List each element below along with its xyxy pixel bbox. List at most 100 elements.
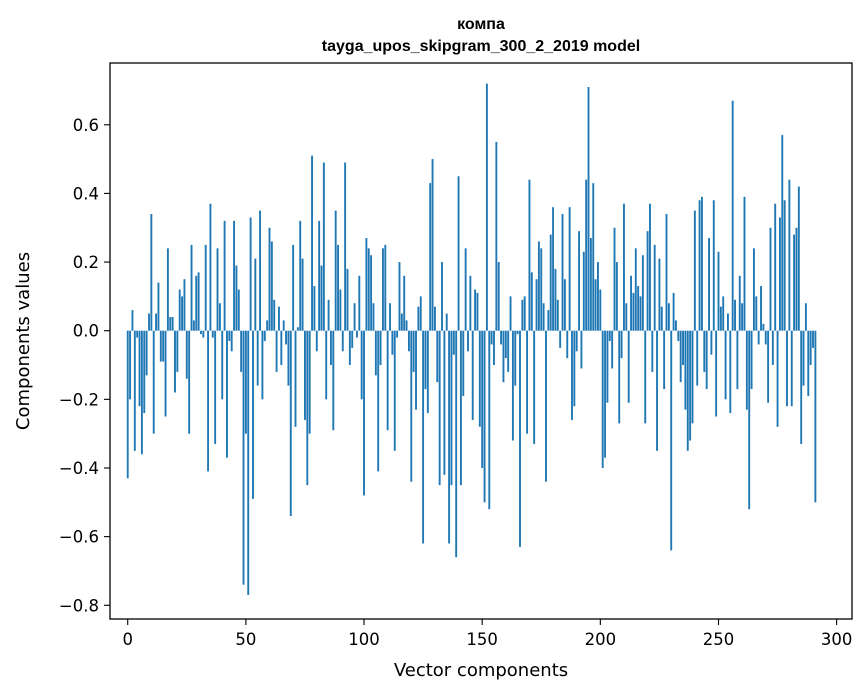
bar (738, 275, 741, 331)
bar (526, 330, 529, 434)
bar (594, 279, 597, 331)
bar (488, 330, 491, 510)
bar (445, 313, 448, 331)
bar (230, 330, 233, 352)
bar (507, 330, 510, 372)
bar (322, 162, 325, 331)
bar (320, 265, 323, 331)
bar (211, 330, 214, 338)
bar (476, 292, 479, 331)
bar (608, 330, 611, 341)
bar (743, 196, 746, 331)
bar (788, 179, 791, 331)
bar (242, 330, 245, 585)
bar (358, 275, 361, 331)
bar (308, 330, 311, 434)
bar (542, 303, 545, 331)
bar (252, 330, 254, 499)
bar (410, 330, 413, 482)
bar (677, 330, 680, 341)
bar (620, 330, 623, 359)
bar (802, 330, 805, 386)
bar (278, 306, 280, 331)
bar (455, 330, 458, 558)
bar (315, 330, 318, 352)
bar (164, 330, 167, 417)
y-axis-label: Components values (13, 252, 34, 430)
bar (355, 330, 358, 338)
bar (247, 330, 250, 595)
bar (287, 330, 290, 386)
bar (689, 330, 692, 441)
bar (299, 220, 302, 331)
bar (663, 330, 666, 390)
y-tick-label: 0.6 (73, 116, 99, 135)
chart-title-line2: tayga_upos_skipgram_300_2_2019 model (322, 38, 640, 55)
bar (745, 330, 748, 410)
bar (769, 227, 772, 331)
bar (748, 330, 751, 510)
bar (452, 330, 455, 355)
bar (367, 248, 370, 331)
bar (372, 303, 375, 331)
bar (703, 330, 706, 372)
bar (611, 330, 614, 369)
bar (516, 330, 519, 335)
y-tick-label: −0.8 (59, 596, 99, 615)
bar (573, 330, 576, 407)
bar (398, 262, 401, 331)
bar (786, 330, 788, 407)
bar (585, 179, 588, 331)
bar (381, 248, 384, 331)
bar (183, 279, 186, 331)
bar (459, 330, 462, 486)
bar (304, 330, 306, 420)
bar (443, 330, 446, 475)
bar (464, 248, 467, 331)
bar (554, 268, 557, 331)
bar (471, 330, 474, 420)
bar (719, 306, 722, 331)
bar-series (126, 83, 817, 595)
bar (514, 330, 517, 386)
bar (760, 286, 762, 331)
bar (533, 330, 536, 444)
bar (363, 330, 365, 496)
bar (192, 320, 195, 331)
bar (407, 330, 410, 352)
bar (613, 227, 616, 331)
bar (202, 330, 205, 338)
bar (155, 313, 158, 331)
bar (523, 296, 526, 331)
bar (332, 330, 335, 431)
y-tick-label: 0.0 (73, 322, 99, 341)
bar (575, 330, 578, 352)
bar (341, 330, 344, 352)
bar (670, 330, 673, 551)
bar (330, 330, 332, 366)
bar (497, 262, 500, 331)
bar (275, 330, 278, 372)
x-tick-label: 300 (821, 630, 853, 649)
bar (658, 258, 661, 331)
bar (429, 183, 432, 331)
bar (256, 330, 259, 386)
bar (405, 320, 408, 331)
bar (313, 286, 316, 331)
bar (176, 330, 179, 372)
bar (240, 330, 243, 372)
bar (334, 210, 337, 331)
plot-frame (109, 62, 853, 620)
bar (280, 330, 283, 366)
bar (174, 330, 176, 393)
bar (389, 303, 391, 331)
bar (351, 330, 354, 348)
bar (771, 330, 774, 366)
bar (311, 155, 313, 331)
bar (686, 330, 689, 451)
bar (715, 330, 718, 417)
bar (776, 330, 779, 427)
bar (734, 299, 736, 331)
bar (812, 330, 814, 348)
